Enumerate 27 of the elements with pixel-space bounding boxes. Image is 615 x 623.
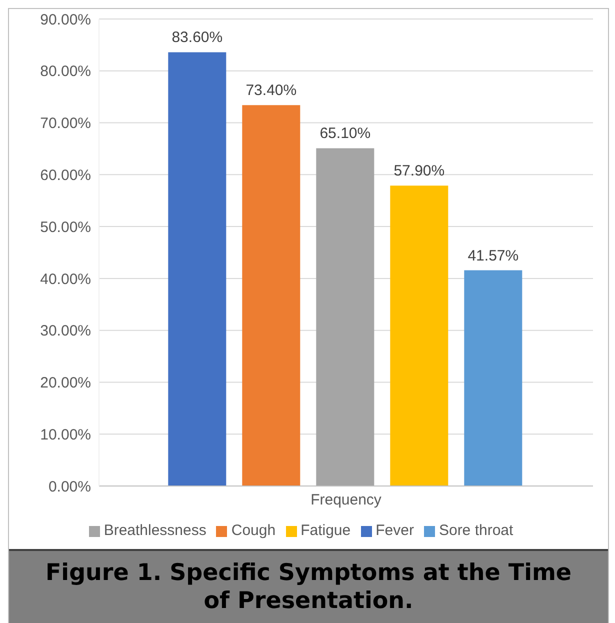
data-label: 57.90% [394, 162, 445, 180]
bar [464, 270, 522, 486]
y-tick-label: 10.00% [40, 426, 91, 444]
y-tick-label: 60.00% [40, 166, 91, 184]
data-label: 65.10% [320, 125, 371, 142]
y-tick-label: 90.00% [40, 11, 91, 28]
legend-label: Fever [376, 522, 414, 539]
data-label: 73.40% [246, 82, 297, 100]
y-tick-label: 20.00% [40, 374, 91, 392]
bar [242, 105, 300, 486]
legend-label: Fatigue [300, 522, 351, 539]
y-tick-label: 50.00% [40, 218, 91, 236]
bar [390, 186, 448, 486]
bar [316, 148, 374, 486]
x-tick-label: Frequency [310, 492, 382, 509]
legend-label: Sore throat [438, 522, 514, 539]
data-label: 41.57% [468, 247, 519, 264]
data-label: 83.60% [172, 29, 223, 46]
y-tick-label: 40.00% [40, 270, 91, 288]
text: Figure 1. Specific Symptoms at the Time of Presentation. [9, 549, 608, 623]
y-tick-label: 80.00% [40, 63, 91, 80]
y-tick-label: 30.00% [40, 322, 91, 340]
y-tick-label: 70.00% [40, 115, 91, 132]
legend-label: Cough [231, 522, 276, 539]
legend-label: Breathlessness [104, 522, 206, 539]
y-tick-label: 0.00% [48, 478, 91, 496]
bar [168, 52, 226, 486]
